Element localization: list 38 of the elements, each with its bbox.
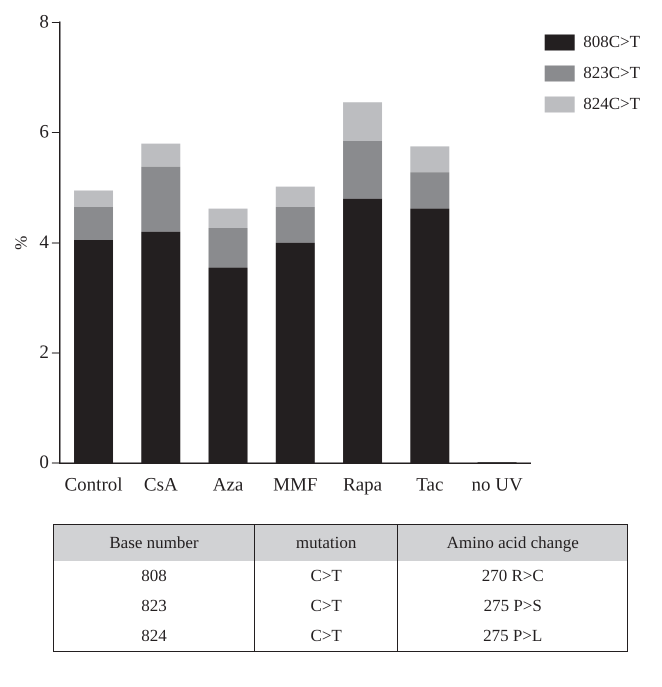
bar xyxy=(208,208,248,228)
x-tick-label: Rapa xyxy=(343,474,383,496)
bar xyxy=(74,206,114,240)
legend-label: 808C>T xyxy=(583,32,641,51)
legend-label: 823C>T xyxy=(583,62,641,82)
x-tick-label: CsA xyxy=(144,474,178,496)
text: 823 xyxy=(140,595,168,617)
bar xyxy=(276,186,315,207)
text: C>T xyxy=(254,561,398,591)
y-tick-label: 4 xyxy=(39,232,50,253)
text: 275 P>S xyxy=(398,591,628,621)
bar xyxy=(276,206,315,243)
text: 824 xyxy=(140,625,168,647)
bar xyxy=(141,144,180,167)
text: 275 P>L xyxy=(398,621,628,652)
x-tick-label: Tac xyxy=(416,474,444,496)
bar xyxy=(410,146,450,172)
x-tick-label: no UV xyxy=(471,474,523,496)
legend-label: 824C>T xyxy=(583,94,641,113)
y-tick-label: 2 xyxy=(39,342,49,363)
x-tick-label: MMF xyxy=(273,474,318,496)
bar xyxy=(343,102,382,141)
y-axis-title: % xyxy=(12,236,31,250)
bar xyxy=(208,228,248,268)
x-tick-label: Aza xyxy=(212,474,244,496)
bar xyxy=(343,140,382,199)
bar xyxy=(74,190,114,207)
y-tick-label: 8 xyxy=(39,11,49,32)
text: C>T xyxy=(254,621,398,652)
y-tick-label: 6 xyxy=(39,122,49,143)
x-tick-label: Control xyxy=(64,474,123,496)
text: 808 xyxy=(140,565,168,587)
bar xyxy=(141,166,180,232)
table-header-row: Base number mutation Amino acid change xyxy=(54,524,628,561)
bar xyxy=(410,172,450,209)
text: 270 R>C xyxy=(398,561,628,591)
y-tick-label: 0 xyxy=(39,452,49,474)
text: C>T xyxy=(254,591,398,621)
